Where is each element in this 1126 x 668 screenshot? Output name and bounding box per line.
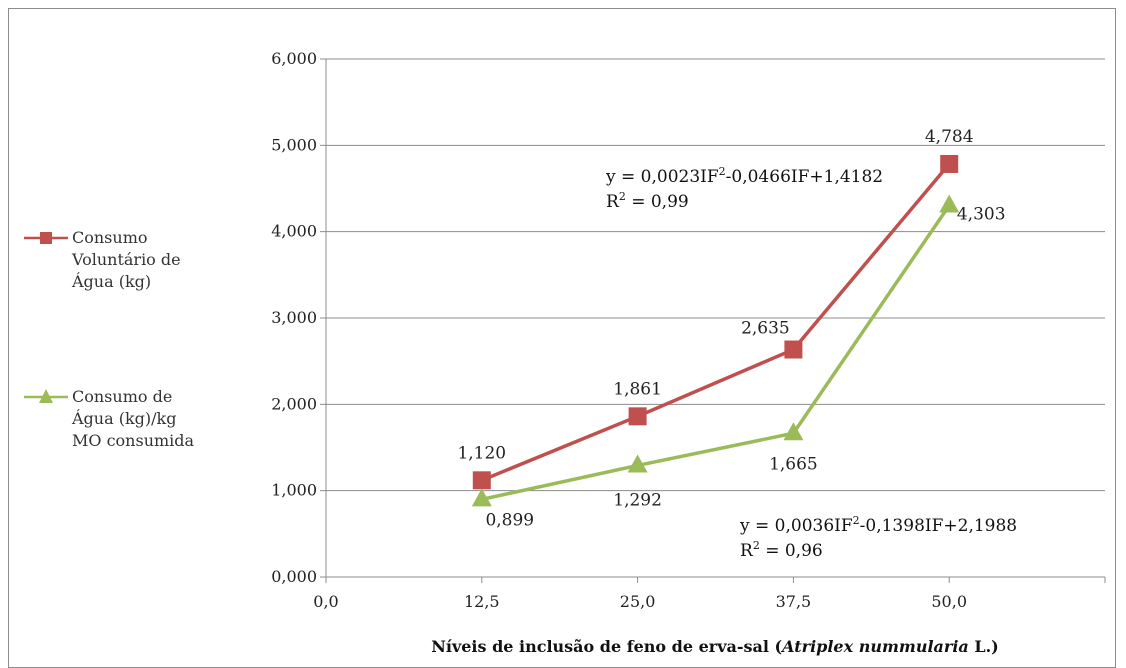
legend-label: Consumo de bbox=[72, 387, 172, 406]
series-line-1 bbox=[481, 162, 951, 482]
series-2-r-squared: R2 = 0,96 bbox=[740, 539, 823, 561]
x-tick-label: 0,0 bbox=[313, 592, 338, 611]
legend-label: Água (kg) bbox=[71, 271, 151, 291]
data-label: 0,899 bbox=[485, 510, 534, 530]
x-tick-label: 12,5 bbox=[464, 592, 500, 611]
x-tick-label: 37,5 bbox=[776, 592, 812, 611]
y-tick-label: 1,000 bbox=[271, 481, 317, 500]
y-tick-label: 5,000 bbox=[271, 135, 317, 154]
data-label: 2,635 bbox=[741, 319, 790, 339]
data-label: 1,120 bbox=[457, 443, 506, 463]
y-tick-label: 2,000 bbox=[271, 394, 317, 413]
series-2-equation: y = 0,0036IF2-0,1398IF+2,1988 bbox=[739, 514, 1017, 536]
data-labels: 1,120 1,861 2,635 4,784 0,899 1,292 1,665 4,303 bbox=[457, 127, 1005, 530]
data-point-1 bbox=[472, 471, 491, 490]
series-1-r-squared: R2 = 0,99 bbox=[606, 190, 689, 212]
data-label: 4,303 bbox=[957, 205, 1006, 225]
y-tick-label: 0,000 bbox=[271, 567, 317, 586]
y-tick-label: 3,000 bbox=[271, 308, 317, 327]
legend-label: Consumo bbox=[72, 228, 148, 247]
legend-marker bbox=[40, 232, 52, 244]
x-axis-title: Níveis de inclusão de feno de erva-sal (… bbox=[431, 637, 999, 656]
data-point-2 bbox=[471, 488, 492, 507]
x-tick-label: 25,0 bbox=[620, 592, 656, 611]
chart-frame bbox=[8, 8, 1116, 668]
series bbox=[471, 154, 960, 507]
data-point-1 bbox=[784, 340, 803, 359]
series-1-equation: y = 0,0023IF2-0,0466IF+1,4182 bbox=[605, 165, 883, 187]
legend-marker bbox=[39, 389, 53, 403]
equations: y = 0,0023IF2-0,0466IF+1,4182 R2 = 0,99 y … bbox=[605, 165, 1017, 561]
data-label: 1,292 bbox=[613, 490, 662, 510]
series-line-2 bbox=[481, 204, 951, 502]
y-tick-label: 4,000 bbox=[271, 222, 317, 241]
legend-label: Voluntário de bbox=[71, 250, 181, 269]
data-point-2 bbox=[939, 194, 960, 213]
data-point-1 bbox=[628, 407, 647, 426]
y-tick-label: 6,000 bbox=[271, 49, 317, 68]
axes: 0,000 1,000 2,000 3,000 4,000 5,000 6,000 0,0 12… bbox=[271, 49, 1106, 611]
legend: Consumo Voluntário de Água (kg) Consumo de Á… bbox=[24, 228, 195, 450]
data-point-2 bbox=[783, 422, 804, 441]
legend-label: Água (kg)/kg bbox=[71, 408, 176, 428]
legend-label: MO consumida bbox=[72, 431, 195, 450]
data-label: 1,665 bbox=[769, 454, 818, 474]
data-point-1 bbox=[940, 154, 959, 173]
x-tick-label: 50,0 bbox=[931, 592, 967, 611]
data-label: 4,784 bbox=[925, 127, 974, 147]
data-label: 1,861 bbox=[613, 379, 662, 399]
gridlines bbox=[326, 58, 1105, 492]
data-point-2 bbox=[627, 454, 648, 473]
